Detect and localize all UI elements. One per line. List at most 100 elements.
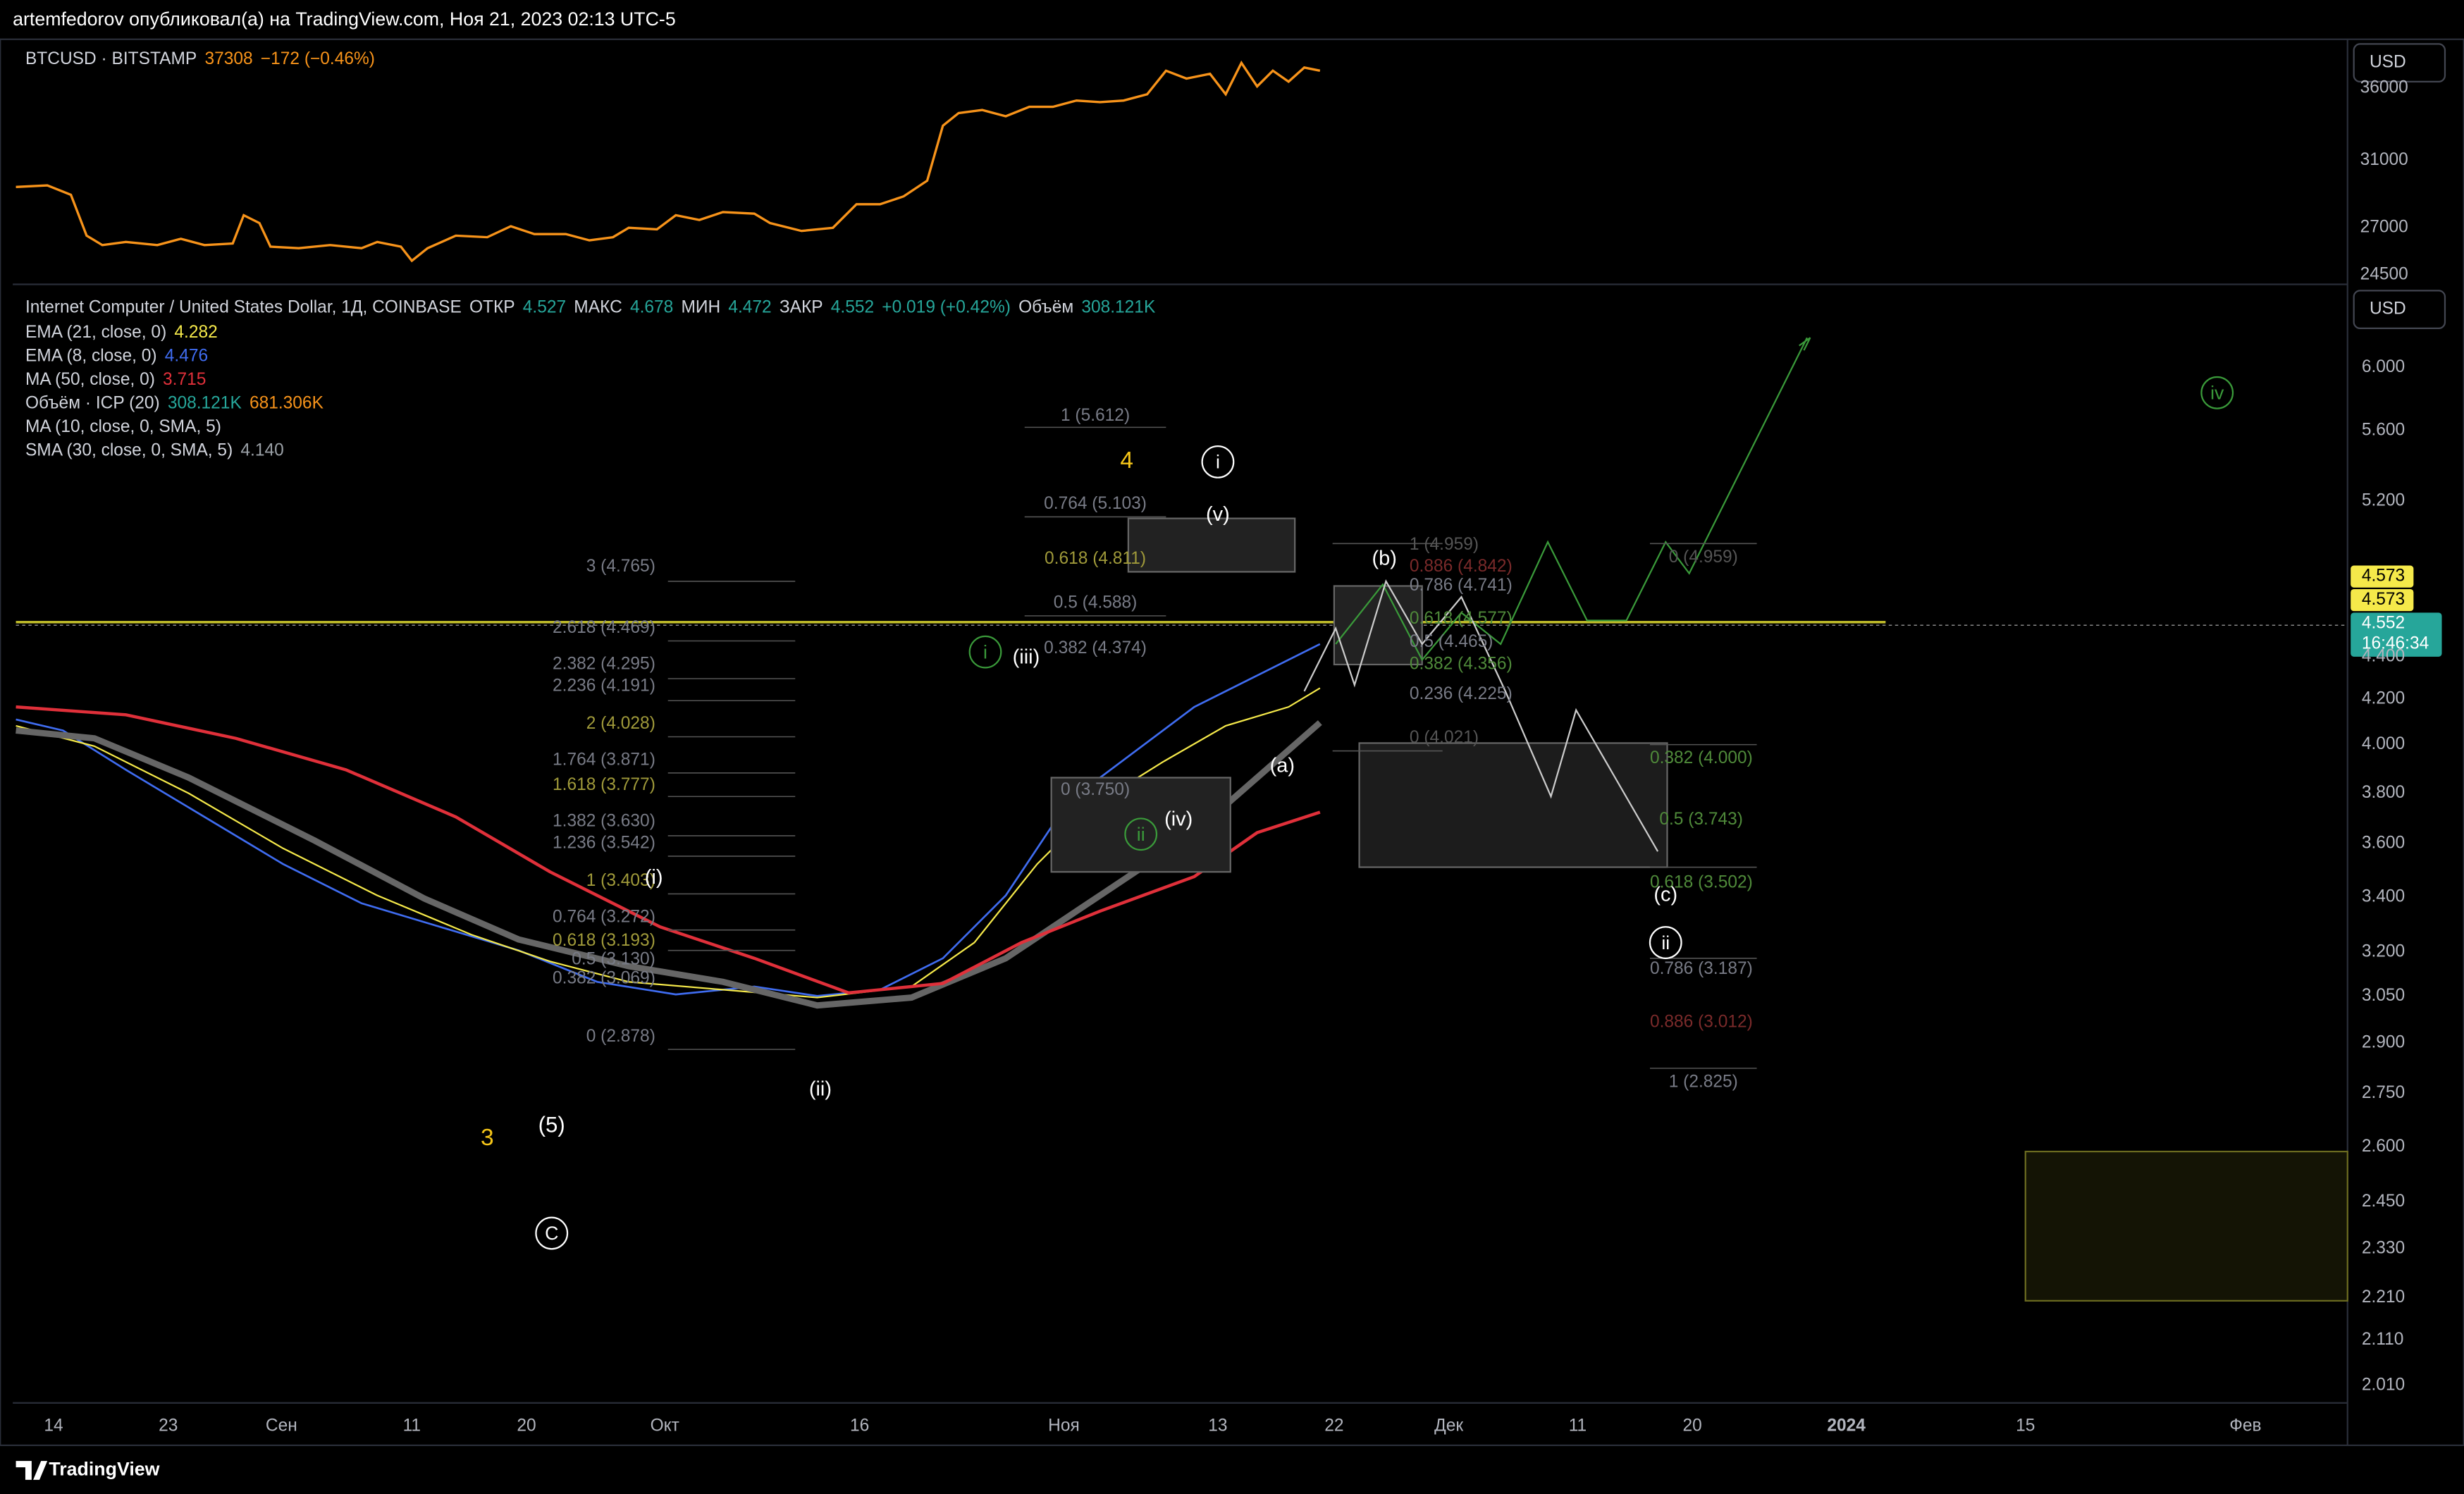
currency-label: USD: [2370, 53, 2406, 72]
fib-label: 0.5 (3.743): [1659, 810, 1743, 829]
time-axis-label: 16: [850, 1416, 869, 1436]
ohlc-label: МИН: [681, 297, 720, 316]
circled-label: i: [983, 641, 987, 662]
ma-50: [16, 705, 1321, 995]
fib-label: 0.618 (3.502): [1650, 872, 1753, 891]
time-axis-label: 14: [44, 1416, 63, 1436]
ohlc-value: 4.678: [630, 297, 673, 316]
fib-label: 0.618 (3.193): [553, 931, 655, 950]
btc-axis-label: 31000: [2360, 150, 2408, 169]
fib-label: 0.886 (3.012): [1650, 1013, 1753, 1032]
footer-brand: TradingView: [49, 1459, 159, 1480]
fib-label: 0.382 (4.356): [1410, 654, 1513, 673]
price-axis-label: 3.600: [2362, 834, 2405, 853]
fib-label: 0.382 (4.374): [1044, 638, 1147, 658]
zone-box: [1127, 517, 1296, 573]
price-tag-bg: [2351, 588, 2414, 612]
fib-label: 1.236 (3.542): [553, 834, 655, 853]
time-axis-label: 15: [2016, 1416, 2035, 1436]
wave-label: (a): [1270, 755, 1295, 777]
circled-label: ii: [1137, 824, 1145, 845]
wave-label: (c): [1653, 883, 1677, 906]
indicator-value: 4.140: [240, 440, 283, 459]
fib-label: 0.5 (4.588): [1054, 593, 1138, 612]
price-axis-label: 2.010: [2362, 1376, 2405, 1395]
wave-label: (b): [1372, 547, 1397, 569]
fib-label: 0 (4.021): [1410, 728, 1479, 747]
header-caption: artemfedorov опубликовал(а) на TradingVi…: [13, 8, 676, 30]
fib-label: 2.236 (4.191): [553, 677, 655, 696]
ohlc-change: +0.019 (+0.42%): [882, 297, 1011, 316]
price-axis-label: 2.210: [2362, 1288, 2405, 1307]
price-tag-bg: [2351, 565, 2414, 588]
currency-button[interactable]: [2353, 290, 2446, 330]
indicator-name: SMA (30, close, 0, SMA, 5): [25, 440, 233, 459]
fib-label: 0.382 (4.000): [1650, 748, 1753, 767]
price-axis-label: 5.600: [2362, 420, 2405, 439]
fib-label: 3 (4.765): [586, 557, 655, 576]
fib-label: 1 (5.612): [1061, 406, 1130, 425]
price-axis-label: 5.200: [2362, 491, 2405, 510]
ema-8: [16, 643, 1321, 997]
btc-symbol: BTCUSD · BITSTAMP: [25, 49, 197, 68]
ohlc-label: ОТКР: [469, 297, 515, 316]
price-axis-label: 4.200: [2362, 689, 2405, 708]
ohlc-value: 4.527: [523, 297, 566, 316]
currency-label: USD: [2370, 300, 2406, 319]
ohlc-label: МАКС: [574, 297, 622, 316]
indicator-value: 308.121K: [168, 393, 242, 412]
fib-label: 0.5 (4.465): [1410, 632, 1493, 651]
btc-change: −172 (−0.46%): [261, 49, 375, 68]
volume-label: Объём: [1018, 297, 1073, 316]
fib-label: 0.786 (4.741): [1410, 576, 1513, 595]
indicator-name: EMA (21, close, 0): [25, 323, 166, 342]
fib-label: 1.618 (3.777): [553, 775, 655, 794]
price-axis-label: 3.800: [2362, 783, 2405, 802]
pane-title: Internet Computer / United States Dollar…: [25, 297, 462, 316]
price-axis-label: 2.750: [2362, 1083, 2405, 1102]
fib-label: 2.618 (4.469): [553, 618, 655, 637]
fib-label: 0.618 (4.811): [1045, 549, 1146, 568]
price-axis-label: 3.050: [2362, 986, 2405, 1005]
btc-line: [16, 60, 1321, 263]
indicator-value: 681.306K: [250, 393, 324, 412]
price-tag: 4.573: [2362, 590, 2405, 609]
fib-label: 1 (2.825): [1669, 1072, 1738, 1091]
circled-label: C: [545, 1223, 558, 1244]
wave-label: (iii): [1013, 646, 1040, 669]
price-axis-label: 3.400: [2362, 887, 2405, 906]
circled-label: i: [1216, 452, 1220, 473]
time-axis-label: 2024: [1827, 1416, 1866, 1436]
fib-label: 2 (4.028): [586, 714, 655, 733]
price-tag: 16:46:34: [2362, 634, 2429, 653]
fib-label: 0.236 (4.225): [1410, 684, 1513, 703]
zone-box: [1050, 777, 1231, 873]
time-axis-label: 20: [1683, 1416, 1702, 1436]
fib-label: 1.382 (3.630): [553, 811, 655, 830]
time-axis-label: 11: [1569, 1416, 1587, 1436]
price-axis-label: 2.330: [2362, 1239, 2405, 1258]
fib-label: 1 (3.403): [586, 871, 655, 890]
fib-label: 0 (4.959): [1669, 548, 1738, 567]
currency-button[interactable]: [2353, 43, 2446, 83]
indicator-value: 4.476: [165, 347, 208, 366]
fib-label: 0.5 (3.130): [572, 950, 655, 969]
zone-box: [1333, 585, 1423, 666]
ohlc-label: ЗАКР: [780, 297, 823, 316]
arrow-head: [1799, 337, 1811, 351]
wave-label: (i): [645, 866, 663, 889]
time-axis-label: Фев: [2229, 1416, 2261, 1436]
wave-label: (iv): [1164, 808, 1193, 830]
wave-label: (5): [538, 1113, 565, 1137]
time-axis-label: 23: [159, 1416, 178, 1436]
wave-label: 4: [1120, 447, 1133, 474]
wave-circles: [535, 376, 2234, 1250]
indicator-value: 3.715: [163, 370, 206, 389]
zone-box: [1358, 742, 1668, 868]
price-axis-label: 6.000: [2362, 357, 2405, 376]
tv-logo: [16, 1461, 48, 1480]
fib-label: 0.618 (4.577): [1410, 609, 1513, 628]
indicator-value: 4.282: [174, 323, 217, 342]
